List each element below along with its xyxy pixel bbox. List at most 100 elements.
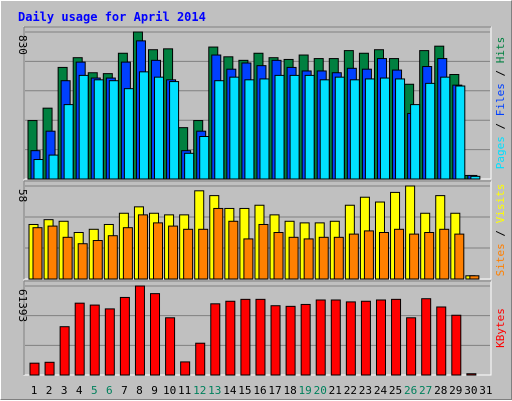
chart-title: Daily usage for April 2014 xyxy=(18,10,206,24)
x-tick-day-12: 12 xyxy=(193,384,206,397)
x-tick-day-16: 16 xyxy=(253,384,266,397)
bar-sites-day-11: Sites 11: 31 xyxy=(183,228,194,280)
panel-kbytes: 61393 KBytes KBytes 1: 9300 KBytes 2: 10000… xyxy=(16,280,507,376)
bar-pages-day-14: Pages 14: 575 xyxy=(229,76,240,180)
x-tick-day-10: 10 xyxy=(163,384,176,397)
bar-kbytes-day-6: KBytes 6: 52000 xyxy=(104,308,115,376)
bar-pages-day-17: Pages 17: 585 xyxy=(274,74,285,180)
axis-label-part: Hits xyxy=(494,37,507,64)
x-tick-day-7: 7 xyxy=(121,384,128,397)
axis-label-part: / xyxy=(494,223,507,243)
bar-pages-day-20: Pages 20: 560 xyxy=(319,79,330,180)
x-tick-day-8: 8 xyxy=(136,384,143,397)
axis-label-part: / xyxy=(494,63,507,83)
bar-kbytes-day-16: KBytes 16: 59500 xyxy=(255,298,266,376)
bar-sites-day-30: Sites 30: 2 xyxy=(469,275,480,280)
bar-kbytes-day-9: KBytes 9: 64000 xyxy=(150,293,161,376)
bar-kbytes-day-4: KBytes 4: 56500 xyxy=(74,302,85,376)
bar-kbytes-day-29: KBytes 29: 47000 xyxy=(451,314,462,376)
bar-sites-day-22: Sites 22: 28 xyxy=(348,233,359,280)
x-tick-day-1: 1 xyxy=(31,384,38,397)
bar-kbytes-day-22: KBytes 22: 57500 xyxy=(345,301,356,376)
series-kbytes: KBytes 1: 9300 KBytes 2: 10000 KBytes 3: 3… xyxy=(29,285,477,376)
bar-pages-day-2: Pages 2: 135 xyxy=(48,154,59,180)
bar-sites-day-14: Sites 14: 36 xyxy=(228,220,239,280)
bar-pages-day-4: Pages 4: 585 xyxy=(78,74,89,180)
panel-kbytes-max-label: 61393 xyxy=(16,289,29,322)
x-tick-day-11: 11 xyxy=(178,384,191,397)
bar-kbytes-day-12: KBytes 12: 25000 xyxy=(195,342,206,376)
bar-kbytes-day-19: KBytes 19: 55500 xyxy=(300,303,311,376)
bar-sites-day-5: Sites 5: 24 xyxy=(92,240,103,280)
x-tick-day-18: 18 xyxy=(283,384,296,397)
bar-kbytes-day-2: KBytes 2: 10000 xyxy=(44,361,55,376)
bar-sites-day-17: Sites 17: 29 xyxy=(273,232,284,280)
bar-kbytes-day-15: KBytes 15: 59500 xyxy=(240,298,251,376)
x-axis-labels: 1 2 3 4 5 6 7 8 9 10 11 12 13 14 15 16 17 18 19 20 21 22 23 24 2… xyxy=(31,384,493,397)
axis-label-part: Visits xyxy=(494,184,507,224)
x-tick-day-23: 23 xyxy=(359,384,372,397)
bar-sites-day-23: Sites 23: 30 xyxy=(363,230,374,280)
bar-pages-day-28: Pages 28: 575 xyxy=(440,76,451,180)
x-tick-day-4: 4 xyxy=(76,384,83,397)
bar-sites-day-6: Sites 6: 27 xyxy=(107,235,118,280)
bar-kbytes-day-10: KBytes 10: 45000 xyxy=(165,317,176,376)
bar-kbytes-day-27: KBytes 27: 60000 xyxy=(421,298,432,376)
bar-pages-day-6: Pages 6: 555 xyxy=(108,80,119,180)
x-tick-day-19: 19 xyxy=(299,384,312,397)
bar-kbytes-day-18: KBytes 18: 54000 xyxy=(285,305,296,376)
bar-kbytes-day-25: KBytes 25: 59500 xyxy=(391,298,402,376)
bar-sites-day-15: Sites 15: 25 xyxy=(243,238,254,280)
bar-pages-day-25: Pages 25: 565 xyxy=(395,78,406,180)
bar-sites-day-12: Sites 12: 31 xyxy=(198,228,209,280)
x-tick-day-30: 30 xyxy=(464,384,477,397)
x-tick-day-5: 5 xyxy=(91,384,98,397)
bar-pages-day-23: Pages 23: 565 xyxy=(364,78,375,180)
bar-kbytes-day-21: KBytes 21: 59000 xyxy=(330,299,341,376)
bar-sites-day-2: Sites 2: 33 xyxy=(47,225,58,280)
x-tick-day-27: 27 xyxy=(419,384,432,397)
panel-kbytes-axis-label: KBytes xyxy=(494,308,507,348)
bar-sites-day-25: Sites 25: 31 xyxy=(394,228,405,280)
bar-sites-day-21: Sites 21: 26 xyxy=(333,236,344,280)
bar-pages-day-30: Pages 30: 15 xyxy=(470,175,481,180)
bar-kbytes-day-30: KBytes 30: 1000 xyxy=(466,373,477,376)
bar-sites-day-20: Sites 20: 26 xyxy=(318,236,329,280)
bar-kbytes-day-17: KBytes 17: 54500 xyxy=(270,305,281,376)
bar-pages-day-15: Pages 15: 560 xyxy=(244,79,255,180)
panel-visits-max-label: 58 xyxy=(16,189,29,202)
bar-kbytes-day-3: KBytes 3: 38000 xyxy=(59,326,70,376)
bar-kbytes-day-13: KBytes 13: 56000 xyxy=(210,303,221,376)
bar-sites-day-10: Sites 10: 33 xyxy=(168,225,179,280)
bar-kbytes-day-5: KBytes 5: 55000 xyxy=(89,304,100,376)
bar-pages-day-5: Pages 5: 560 xyxy=(93,79,104,180)
bar-sites-day-27: Sites 27: 29 xyxy=(424,232,435,280)
x-tick-day-14: 14 xyxy=(223,384,237,397)
bar-pages-day-26: Pages 26: 420 xyxy=(410,104,421,180)
axis-label-part: Pages xyxy=(494,136,507,169)
bar-sites-day-9: Sites 9: 35 xyxy=(153,222,164,280)
bar-sites-day-18: Sites 18: 26 xyxy=(288,236,299,280)
bar-pages-day-3: Pages 3: 420 xyxy=(63,104,74,180)
x-tick-day-17: 17 xyxy=(268,384,281,397)
x-tick-day-31: 31 xyxy=(479,384,492,397)
bar-sites-day-1: Sites 1: 32 xyxy=(32,227,43,280)
bar-sites-day-13: Sites 13: 44 xyxy=(213,207,224,280)
x-tick-day-13: 13 xyxy=(208,384,221,397)
bar-pages-day-9: Pages 9: 575 xyxy=(154,76,165,180)
bar-pages-day-18: Pages 18: 585 xyxy=(289,74,300,180)
bar-pages-day-1: Pages 1: 110 xyxy=(33,159,44,180)
bar-sites-day-8: Sites 8: 40 xyxy=(137,214,148,280)
x-tick-day-26: 26 xyxy=(404,384,417,397)
axis-label-part: Files xyxy=(494,83,507,116)
x-tick-day-29: 29 xyxy=(449,384,462,397)
series-pages: Pages 1: 110 Pages 2: 135 Pages 3: 420 Page… xyxy=(33,71,481,180)
axis-label-part: KBytes xyxy=(494,308,507,348)
panel-visits-axis-label: Sites / Visits xyxy=(494,184,507,277)
bar-kbytes-day-23: KBytes 23: 58000 xyxy=(360,300,371,376)
axis-label-part: Sites xyxy=(494,243,507,276)
bar-sites-day-4: Sites 4: 22 xyxy=(77,243,88,280)
bar-pages-day-13: Pages 13: 555 xyxy=(214,80,225,180)
